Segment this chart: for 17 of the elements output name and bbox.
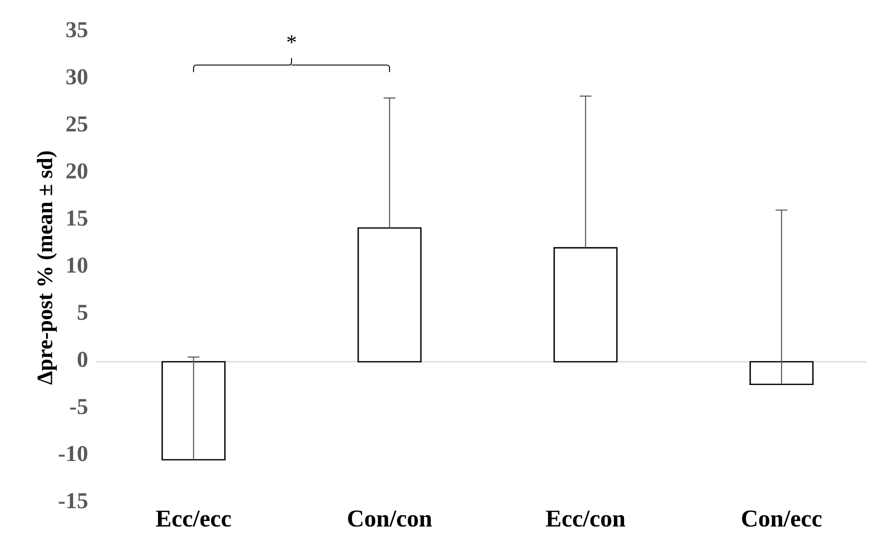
- y-tick-label: -10: [58, 446, 88, 462]
- y-tick-label: 15: [67, 210, 88, 226]
- y-tick-label: 20: [66, 163, 88, 179]
- x-tick-label: Con/ecc: [742, 510, 822, 527]
- y-tick-label: 5: [78, 304, 88, 320]
- x-tick-label: Con/con: [348, 510, 432, 527]
- y-tick-label: 0: [78, 352, 88, 368]
- y-tick-label: -5: [70, 399, 88, 414]
- annotation: *: [287, 35, 296, 44]
- x-tick-label: Ecc/ecc: [156, 510, 231, 527]
- y-tick-label: 25: [66, 116, 88, 132]
- y-tick-label: -15: [58, 493, 88, 508]
- y-tick-label: 35: [66, 22, 88, 38]
- x-tick-label: Ecc/con: [546, 510, 626, 527]
- y-tick-label: 30: [66, 69, 88, 84]
- y-axis-title: Δpre-post % (mean ± sd): [36, 151, 57, 384]
- y-tick-label: 10: [67, 258, 88, 273]
